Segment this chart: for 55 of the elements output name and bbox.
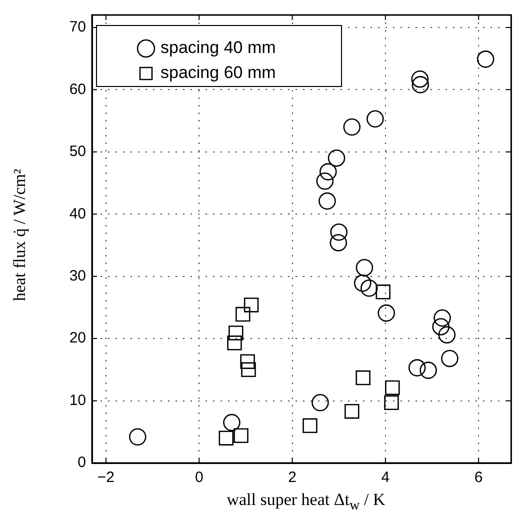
point xyxy=(366,110,384,128)
point xyxy=(330,234,348,252)
point xyxy=(234,428,248,443)
point xyxy=(318,192,336,210)
point xyxy=(241,362,256,378)
y-tick-label: 30 xyxy=(69,267,86,284)
x-tick-label: 0 xyxy=(194,469,204,486)
point xyxy=(476,50,494,68)
point xyxy=(228,326,244,340)
point xyxy=(316,172,334,190)
legend-label: spacing 60 mm xyxy=(160,63,276,82)
y-tick-label: 50 xyxy=(69,143,86,160)
point xyxy=(344,404,360,419)
point xyxy=(432,318,450,336)
point xyxy=(218,430,234,446)
point xyxy=(441,350,458,368)
point xyxy=(385,380,400,396)
point xyxy=(420,362,437,379)
point xyxy=(227,336,242,350)
point xyxy=(360,280,378,297)
legend-label: spacing 40 mm xyxy=(160,38,276,58)
y-tick-label: 20 xyxy=(69,330,86,347)
point xyxy=(223,414,240,432)
point xyxy=(434,309,451,327)
point xyxy=(354,274,372,292)
x-tick-label: −2 xyxy=(97,469,115,486)
x-tick-label: 6 xyxy=(474,469,483,486)
point xyxy=(240,354,255,369)
y-tick-label: 70 xyxy=(69,18,86,36)
point xyxy=(356,258,374,276)
point xyxy=(343,118,361,136)
point xyxy=(128,428,146,446)
point xyxy=(302,418,318,434)
point xyxy=(236,306,250,322)
point xyxy=(356,370,370,386)
y-tick-label: 40 xyxy=(69,205,86,222)
point xyxy=(244,298,259,312)
point xyxy=(438,326,456,344)
point xyxy=(378,304,396,322)
point xyxy=(411,70,429,88)
y-axis-title: heat flux q̇ / W/cm² xyxy=(10,168,30,302)
point xyxy=(330,224,348,241)
y-tick-label: 0 xyxy=(78,454,86,472)
x-tick-label: 2 xyxy=(288,469,296,486)
point xyxy=(376,284,390,300)
point xyxy=(408,359,426,376)
x-tick-label: 4 xyxy=(381,469,390,486)
point xyxy=(320,163,337,180)
x-axis-title: wall super heat Δt$_{w}$ / K xyxy=(226,490,386,514)
point xyxy=(384,395,399,410)
point xyxy=(312,394,329,412)
y-tick-label: 60 xyxy=(69,80,86,98)
y-tick-label: 10 xyxy=(69,392,86,409)
point xyxy=(412,76,430,94)
point xyxy=(328,149,346,167)
